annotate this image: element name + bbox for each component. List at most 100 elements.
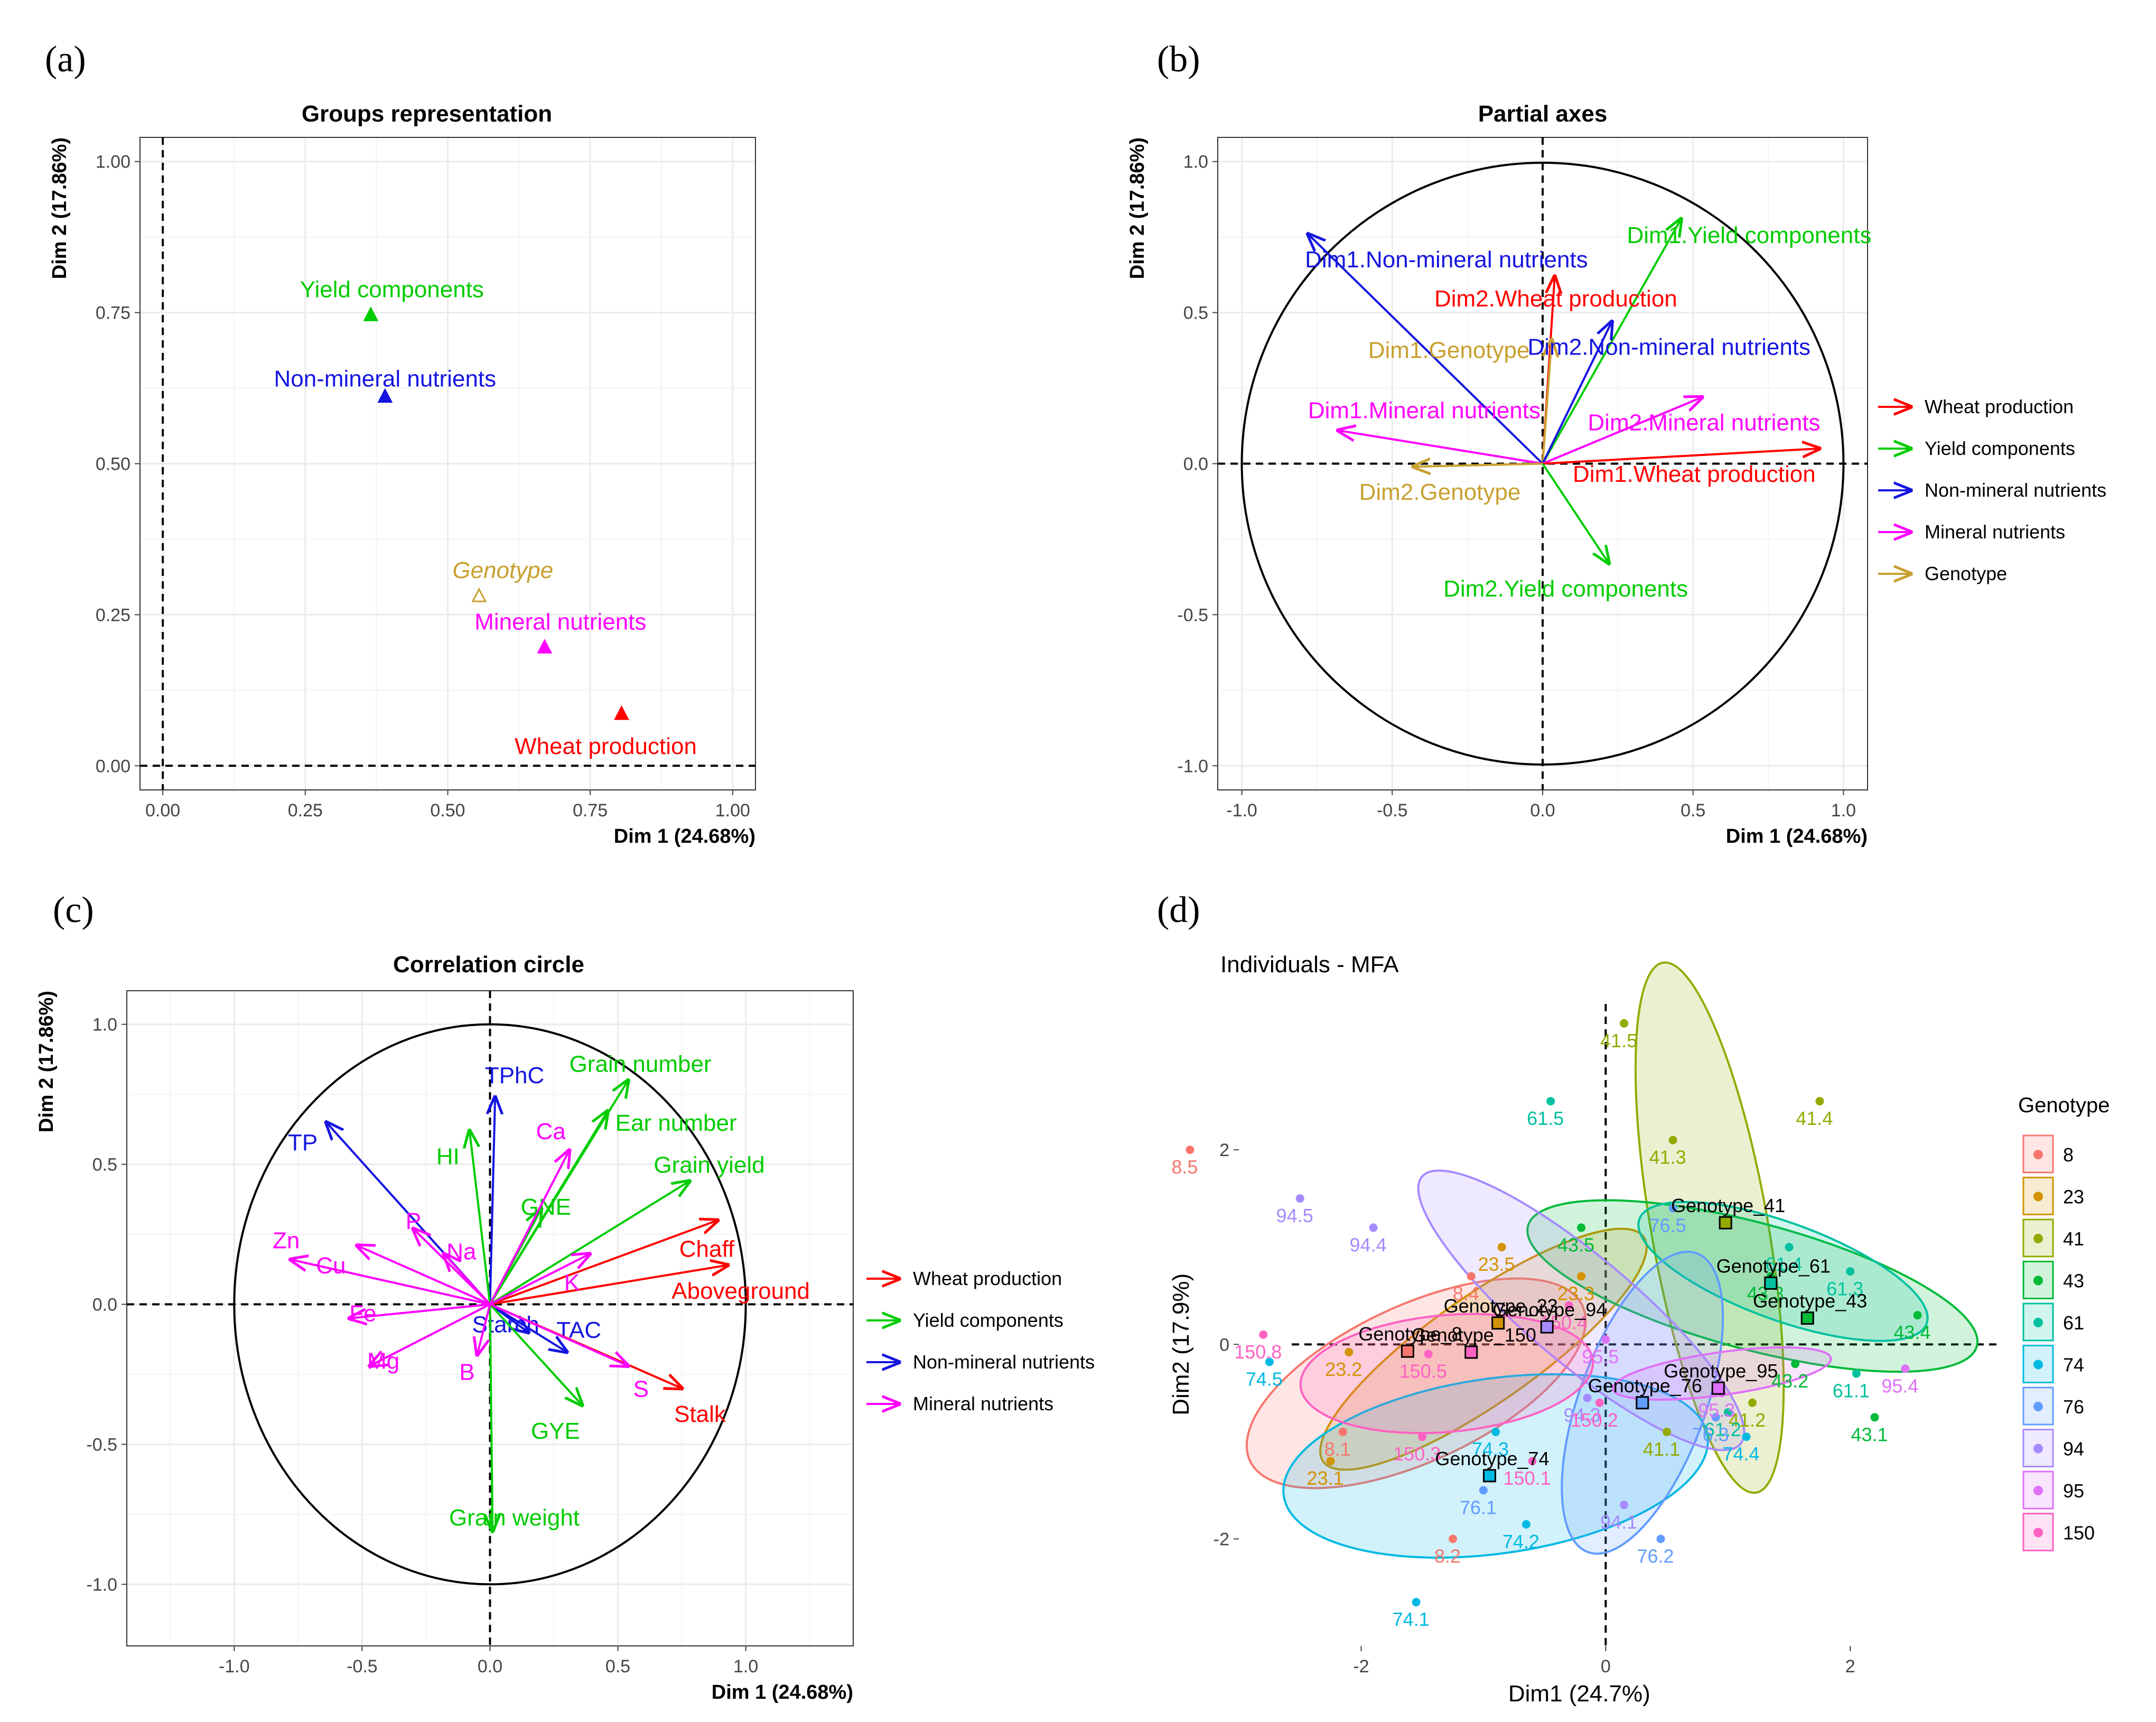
panel-d-individual-label: 23.5 [1478, 1253, 1515, 1275]
panel-a-point-marker [377, 388, 393, 403]
panel-d-individuals-mfa: (d) Individuals - MFA -2 0 2 -2 0 2 Dim1 (24.7%)… [1157, 890, 2110, 1707]
panel-d-individual-label: 61.2 [1704, 1419, 1741, 1440]
panel-d-centroid-label: Genotype_74 [1435, 1448, 1549, 1469]
panel-d-letter: (d) [1157, 890, 1200, 930]
panel-b-vector-arrow [1542, 463, 1609, 564]
panel-c-vector-arrow [489, 1303, 628, 1366]
panel-c-x-tick-label: 0.5 [605, 1656, 630, 1677]
panel-b-x-axis-title: Dim 1 (24.68%) [1726, 825, 1868, 848]
panel-d-confidence-ellipse [1299, 1313, 1594, 1435]
panel-d-group-centroid [1719, 1216, 1732, 1230]
panel-c-vector-arrow [489, 1181, 690, 1306]
panel-b-vector-arrow [1542, 219, 1681, 464]
panel-c-vector-label: K [564, 1270, 580, 1296]
panel-d-individual-label: 43.5 [1557, 1234, 1594, 1255]
panel-b-vector-label: Dim1.Non-mineral nutrients [1305, 247, 1588, 273]
panel-d-individual-point [1522, 1520, 1530, 1529]
panel-c-vector-arrow [370, 1303, 491, 1366]
panel-a-y-axis-title: Dim 2 (17.86%) [49, 137, 71, 279]
panel-c-vector-arrow [489, 1221, 718, 1306]
panel-b-partial-axes: (b) -1.0 -0.5 0.0 0.5 1.0 -1.0 -0.5 0.0 0.5 1.0 Par… [1126, 39, 2106, 848]
panel-b-vector-arrow [1542, 322, 1612, 464]
panel-a-title: Groups representation [302, 101, 552, 127]
panel-b-x-tick-label: 1.0 [1831, 801, 1856, 821]
panel-d-centroid-label: Genotype_43 [1753, 1290, 1867, 1312]
panel-d-title: Individuals - MFA [1220, 952, 1399, 978]
panel-a-x-tick-label: 0.50 [430, 801, 465, 821]
panel-a-point-label: Genotype [452, 557, 553, 583]
panel-d-individual-label: 150.5 [1399, 1361, 1447, 1382]
panel-d-legend-dot [2033, 1402, 2043, 1411]
panel-d-individual-label: 150.2 [1571, 1409, 1618, 1431]
panel-d-individual-point [1577, 1272, 1586, 1281]
panel-d-individual-label: 95.3 [1698, 1399, 1735, 1421]
panel-d-legend-dot [2033, 1276, 2043, 1286]
panel-c-y-tick-label: -1.0 [86, 1575, 117, 1595]
panel-b-y-tick-label: 0.5 [1183, 303, 1208, 323]
panel-d-individual-label: 61.3 [1826, 1278, 1863, 1299]
panel-d-individual-label: 74.2 [1502, 1531, 1539, 1552]
panel-d-group-centroid [1464, 1345, 1478, 1359]
panel-b-legend-label: Mineral nutrients [1925, 521, 2065, 543]
panel-c-vector-arrow [489, 1150, 570, 1305]
panel-b-vector-label: Dim2.Wheat production [1434, 286, 1677, 312]
panel-d-individual-label: 41.3 [1649, 1147, 1686, 1168]
panel-b-vector-label: Dim1.Yield components [1627, 222, 1871, 248]
panel-d-legend-title: Genotype [2018, 1094, 2110, 1117]
panel-b-y-tick-label: -0.5 [1177, 605, 1208, 625]
panel-d-individual-point [1369, 1223, 1378, 1232]
panel-d-individual-point [1418, 1432, 1427, 1441]
panel-d-y-tick-label: 2 [1219, 1140, 1229, 1160]
panel-a-x-tick-label: 0.00 [145, 801, 180, 821]
panel-d-confidence-ellipse [1245, 1277, 1587, 1490]
panel-b-vector-label: Dim2.Genotype [1359, 479, 1521, 505]
panel-b-legend-label: Yield components [1925, 438, 2075, 459]
panel-d-group-centroid [1764, 1276, 1778, 1290]
panel-c-legend-label: Wheat production [913, 1268, 1062, 1289]
panel-b-legend-label: Wheat production [1925, 396, 2074, 417]
panel-c-vector-label: Zn [273, 1228, 300, 1254]
panel-b-x-tick-label: 0.0 [1530, 801, 1555, 821]
panel-c-vector-label: Aboveground [671, 1278, 810, 1304]
panel-d-individual-label: 74.1 [1393, 1608, 1430, 1630]
panel-d-centroid-label: Genotype_94 [1492, 1299, 1607, 1320]
panel-c-vector-label: Mg [367, 1348, 399, 1374]
panel-a-groups-representation: (a) 0.00 0.25 0.50 0.75 1.00 0.00 0.25 0.50 0.75 1… [45, 39, 756, 848]
panel-c-vector-label: HI [436, 1144, 460, 1170]
panel-d-x-tick-label: -2 [1353, 1656, 1369, 1677]
panel-d-individual-label: 8.5 [1171, 1156, 1198, 1178]
panel-d-individual-point [1870, 1413, 1879, 1422]
panel-b-vector-arrow [1338, 431, 1543, 465]
panel-d-individual-label: 94.4 [1350, 1234, 1387, 1255]
panel-c-letter: (c) [53, 890, 94, 930]
panel-d-individual-point [1852, 1369, 1861, 1378]
panel-d-confidence-ellipse [1637, 1200, 1929, 1342]
panel-c-vector-label: TP [288, 1130, 318, 1156]
panel-d-individual-point [1546, 1097, 1555, 1106]
panel-c-vector-arrow [490, 1304, 493, 1531]
panel-d-x-tick-label: 0 [1601, 1656, 1611, 1677]
panel-d-legend-dot [2033, 1234, 2043, 1243]
panel-d-y-axis-title: Dim2 (17.9%) [1168, 1273, 1194, 1416]
panel-d-individual-point [1497, 1243, 1506, 1252]
panel-d-individual-label: 74.5 [1246, 1368, 1283, 1390]
panel-d-individual-point [1723, 1408, 1732, 1417]
panel-c-unit-circle [233, 1023, 747, 1586]
panel-d-individual-point [1846, 1267, 1855, 1276]
panel-a-x-axis-title: Dim 1 (24.68%) [614, 825, 755, 848]
panel-a-y-tick-label: 1.00 [96, 152, 130, 172]
panel-d-legend-label: 95 [2063, 1480, 2084, 1502]
panel-d-confidence-ellipse [1417, 1169, 1746, 1451]
panel-d-individual-label: 23.3 [1557, 1282, 1594, 1304]
panel-b-title: Partial axes [1478, 101, 1608, 127]
panel-d-legend-label: 8 [2063, 1144, 2074, 1166]
panel-a-point-marker [363, 306, 379, 321]
panel-c-vector-arrow [489, 1254, 590, 1306]
panel-b-vector-label: Dim1.Mineral nutrients [1308, 398, 1541, 424]
panel-d-legend-label: 43 [2063, 1270, 2084, 1292]
panel-b-x-tick-label: 0.5 [1681, 801, 1705, 821]
panel-d-individual-point [1785, 1243, 1794, 1252]
panel-d-individual-point [1601, 1335, 1610, 1344]
panel-c-vector-label: B [459, 1360, 474, 1385]
panel-c-title: Correlation circle [393, 952, 584, 978]
